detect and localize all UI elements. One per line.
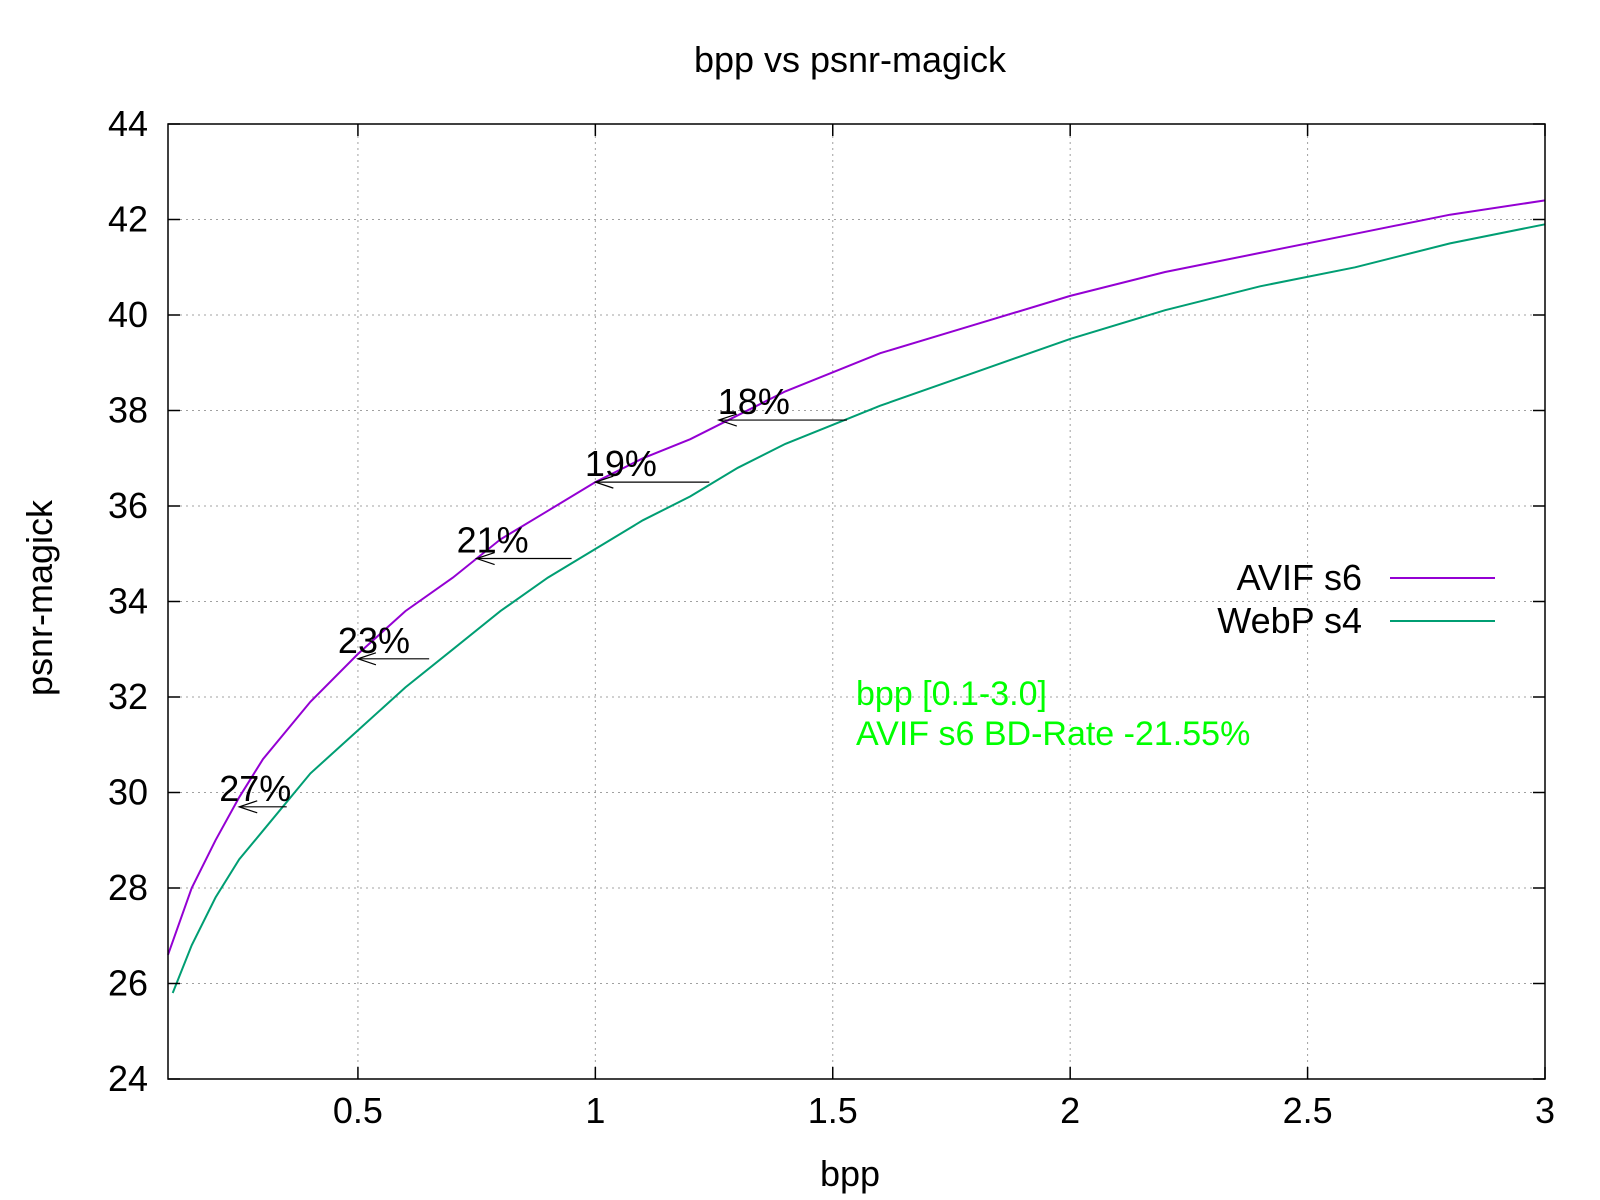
y-tick-label: 40 xyxy=(108,294,148,335)
y-tick-label: 30 xyxy=(108,772,148,813)
bd-rate-note: bpp [0.1-3.0] AVIF s6 BD-Rate -21.55% xyxy=(856,675,1250,753)
grid xyxy=(168,124,1545,1079)
annotation-arrowhead xyxy=(474,551,495,566)
series-line-avif-s6 xyxy=(167,199,1546,956)
y-tick-label: 44 xyxy=(108,103,148,144)
note-range: bpp [0.1-3.0] xyxy=(856,675,1047,713)
annotation-label: 18% xyxy=(718,381,790,422)
y-tick-label: 36 xyxy=(108,485,148,526)
series-line-webp-s4 xyxy=(171,223,1546,994)
x-axis-label: bpp xyxy=(820,1153,880,1194)
x-tick-label: 2.5 xyxy=(1283,1090,1333,1131)
legend: AVIF s6 WebP s4 xyxy=(1217,557,1495,641)
annotation-label: 27% xyxy=(219,768,291,809)
y-tick-label: 42 xyxy=(108,199,148,240)
y-tick-label: 32 xyxy=(108,676,148,717)
annotation-arrowhead xyxy=(716,413,737,427)
y-tick-label: 26 xyxy=(108,963,148,1004)
x-tick-label: 0.5 xyxy=(333,1090,383,1131)
series-lines xyxy=(167,199,1546,994)
x-axis-ticks: 0.5 1 1.5 2 2.5 3 xyxy=(333,124,1555,1131)
y-axis-ticks: 24 26 28 30 32 34 36 38 40 42 44 xyxy=(108,103,1545,1099)
x-tick-label: 1 xyxy=(585,1090,605,1131)
y-tick-label: 34 xyxy=(108,581,148,622)
legend-label-avif-s6: AVIF s6 xyxy=(1237,557,1362,598)
x-tick-label: 1.5 xyxy=(808,1090,858,1131)
y-tick-label: 38 xyxy=(108,390,148,431)
x-tick-label: 2 xyxy=(1060,1090,1080,1131)
y-tick-label: 28 xyxy=(108,867,148,908)
y-axis-label: psnr-magick xyxy=(19,499,60,696)
legend-label-webp-s4: WebP s4 xyxy=(1217,600,1362,641)
annotation-label: 21% xyxy=(457,520,529,561)
chart-title: bpp vs psnr-magick xyxy=(694,39,1007,80)
annotation-arrowhead xyxy=(593,475,614,489)
annotations: 27% 23% 21% 19% 18% xyxy=(219,381,848,814)
x-tick-label: 3 xyxy=(1535,1090,1555,1131)
annotation-arrowhead xyxy=(237,800,258,814)
annotation-arrowhead xyxy=(356,652,377,666)
annotation-label: 19% xyxy=(585,443,657,484)
note-bd-rate: AVIF s6 BD-Rate -21.55% xyxy=(856,715,1250,753)
annotation-label: 23% xyxy=(338,620,410,661)
y-tick-label: 24 xyxy=(108,1058,148,1099)
